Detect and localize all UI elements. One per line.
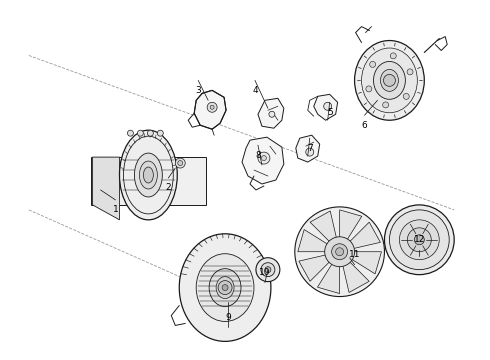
Circle shape xyxy=(385,205,454,275)
Text: 11: 11 xyxy=(349,250,360,259)
Circle shape xyxy=(295,207,385,297)
Circle shape xyxy=(210,105,214,109)
Polygon shape xyxy=(91,157,206,205)
Circle shape xyxy=(137,130,144,136)
Ellipse shape xyxy=(362,48,417,113)
Circle shape xyxy=(306,148,314,156)
Circle shape xyxy=(269,111,275,117)
Circle shape xyxy=(415,235,424,245)
Circle shape xyxy=(265,267,271,273)
Polygon shape xyxy=(258,98,284,128)
Circle shape xyxy=(325,237,355,267)
Text: 7: 7 xyxy=(307,144,313,153)
Polygon shape xyxy=(314,94,338,120)
Ellipse shape xyxy=(373,62,405,99)
Text: 5: 5 xyxy=(327,108,333,117)
Ellipse shape xyxy=(216,276,234,298)
Text: 10: 10 xyxy=(259,268,270,277)
Polygon shape xyxy=(298,230,328,252)
Ellipse shape xyxy=(144,167,153,183)
Polygon shape xyxy=(343,262,369,292)
Text: 4: 4 xyxy=(252,86,258,95)
Circle shape xyxy=(218,280,232,294)
Circle shape xyxy=(207,102,217,112)
Polygon shape xyxy=(242,137,284,184)
Circle shape xyxy=(147,130,153,136)
Text: 1: 1 xyxy=(113,206,119,215)
Text: 6: 6 xyxy=(362,121,368,130)
Circle shape xyxy=(390,53,396,59)
Circle shape xyxy=(324,102,332,110)
Circle shape xyxy=(403,93,409,99)
Text: 2: 2 xyxy=(166,184,171,193)
Circle shape xyxy=(407,228,431,252)
Circle shape xyxy=(390,210,449,270)
Polygon shape xyxy=(351,252,382,274)
Circle shape xyxy=(127,130,133,136)
Ellipse shape xyxy=(196,254,254,321)
Circle shape xyxy=(262,156,267,161)
Circle shape xyxy=(366,86,372,92)
Circle shape xyxy=(384,75,395,86)
Ellipse shape xyxy=(209,269,241,306)
Ellipse shape xyxy=(140,161,157,189)
Text: 12: 12 xyxy=(414,235,425,244)
Polygon shape xyxy=(318,264,340,293)
Circle shape xyxy=(178,161,183,166)
Ellipse shape xyxy=(134,153,162,197)
Circle shape xyxy=(157,130,163,136)
Circle shape xyxy=(175,158,185,168)
Polygon shape xyxy=(296,135,319,162)
Text: 9: 9 xyxy=(225,313,231,322)
Circle shape xyxy=(407,69,413,75)
Polygon shape xyxy=(340,210,362,240)
Polygon shape xyxy=(299,255,330,281)
Ellipse shape xyxy=(380,69,398,91)
Circle shape xyxy=(256,258,280,282)
Ellipse shape xyxy=(120,130,177,220)
Circle shape xyxy=(258,152,270,164)
Polygon shape xyxy=(194,90,226,129)
Ellipse shape xyxy=(179,234,271,341)
Polygon shape xyxy=(310,211,337,242)
Text: 3: 3 xyxy=(196,86,201,95)
Circle shape xyxy=(261,263,275,276)
Circle shape xyxy=(332,244,347,260)
Circle shape xyxy=(336,248,343,256)
Ellipse shape xyxy=(355,41,424,120)
Circle shape xyxy=(222,285,228,291)
Circle shape xyxy=(369,62,376,67)
Polygon shape xyxy=(93,157,120,220)
Polygon shape xyxy=(349,222,380,249)
Circle shape xyxy=(399,220,439,260)
Ellipse shape xyxy=(120,133,173,217)
Text: 8: 8 xyxy=(255,150,261,159)
Circle shape xyxy=(383,102,389,108)
